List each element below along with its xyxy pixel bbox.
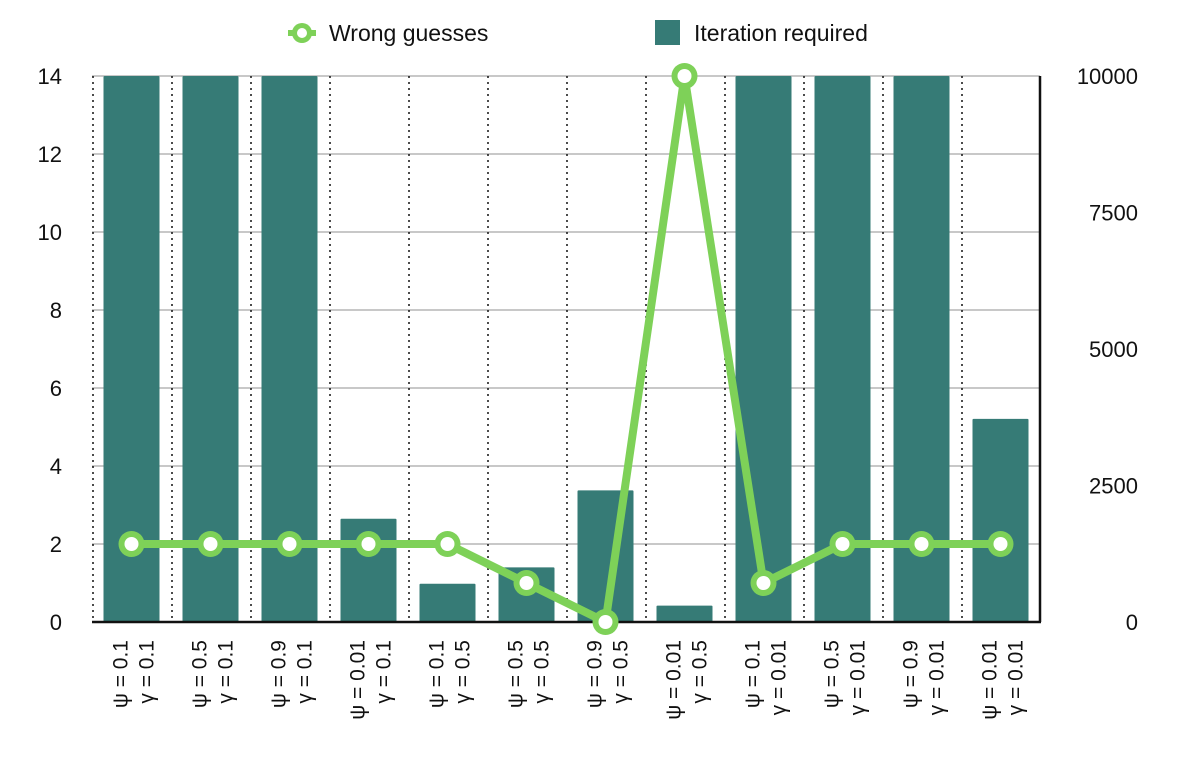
bar-series-iteration-required <box>103 76 1029 622</box>
data-point-center <box>677 69 692 83</box>
right-tick-label: 0 <box>1126 610 1138 635</box>
bar <box>182 76 239 622</box>
data-point-center <box>361 537 376 551</box>
category-separators <box>92 76 963 622</box>
left-tick-label: 12 <box>38 142 62 167</box>
category-label: ψ = 0.01 γ = 0.1 <box>347 640 396 720</box>
bar <box>972 418 1029 622</box>
data-point-center <box>835 537 850 551</box>
category-label: ψ = 0.1 γ = 0.1 <box>110 640 159 708</box>
axes <box>92 76 1042 624</box>
left-axis-ticks: 0 2 4 6 8 10 12 14 <box>38 64 62 635</box>
left-tick-label: 8 <box>50 298 62 323</box>
data-point-center <box>993 537 1008 551</box>
legend: Wrong guesses Iteration required <box>288 20 868 46</box>
left-tick-label: 2 <box>50 532 62 557</box>
left-tick-label: 10 <box>38 220 62 245</box>
data-point-center <box>914 537 929 551</box>
legend-marker-center <box>297 28 307 38</box>
bar <box>893 76 950 622</box>
left-tick-label: 4 <box>50 454 62 479</box>
category-label: ψ = 0.1 γ = 0.5 <box>426 640 475 708</box>
legend-bar-swatch <box>655 20 680 45</box>
right-tick-label: 7500 <box>1089 201 1138 226</box>
bar <box>735 76 792 622</box>
left-tick-label: 0 <box>50 610 62 635</box>
bar <box>261 76 318 622</box>
right-tick-label: 5000 <box>1089 337 1138 362</box>
data-point-center <box>756 576 771 590</box>
category-label: ψ = 0.9 γ = 0.5 <box>584 640 633 708</box>
right-axis-ticks: 0 2500 5000 7500 10000 <box>1077 64 1138 635</box>
category-label: ψ = 0.9 γ = 0.1 <box>268 640 317 708</box>
category-label: ψ = 0.01 γ = 0.5 <box>663 640 712 720</box>
category-label: ψ = 0.9 γ = 0.01 <box>900 640 949 715</box>
category-label: ψ = 0.5 γ = 0.01 <box>821 640 870 715</box>
data-point-center <box>598 615 613 629</box>
left-tick-label: 6 <box>50 376 62 401</box>
category-label: ψ = 0.5 γ = 0.5 <box>505 640 554 708</box>
line-series-wrong-guesses <box>118 63 1014 635</box>
bar <box>103 76 160 622</box>
legend-label: Wrong guesses <box>329 20 488 46</box>
x-axis-category-labels: ψ = 0.1 γ = 0.1 ψ = 0.5 γ = 0.1 ψ = 0.9 γ = 0… <box>110 640 1028 720</box>
data-point-center <box>440 537 455 551</box>
legend-item-wrong-guesses: Wrong guesses <box>288 20 488 46</box>
bar <box>419 583 476 622</box>
legend-label: Iteration required <box>694 20 868 46</box>
data-point-center <box>124 537 139 551</box>
legend-item-iteration-required: Iteration required <box>655 20 868 46</box>
bar <box>814 76 871 622</box>
data-point-center <box>519 576 534 590</box>
right-tick-label: 10000 <box>1077 64 1138 89</box>
right-tick-label: 2500 <box>1089 474 1138 499</box>
category-label: ψ = 0.01 γ = 0.01 <box>979 640 1028 720</box>
left-tick-label: 14 <box>38 64 62 89</box>
data-point-center <box>282 537 297 551</box>
grid <box>92 75 1040 545</box>
series-line <box>131 72 1001 626</box>
category-label: ψ = 0.5 γ = 0.1 <box>189 640 238 708</box>
bar <box>656 605 713 622</box>
data-point-center <box>203 537 218 551</box>
category-label: ψ = 0.1 γ = 0.01 <box>742 640 791 715</box>
